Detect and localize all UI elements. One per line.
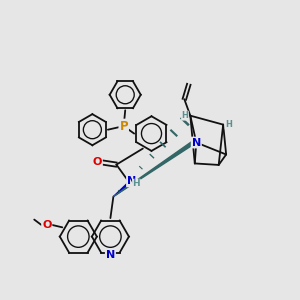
Polygon shape	[113, 182, 131, 196]
Polygon shape	[113, 138, 199, 196]
Text: P: P	[119, 120, 128, 133]
Text: O: O	[93, 157, 102, 167]
Text: N: N	[106, 250, 115, 260]
Text: N: N	[192, 137, 201, 148]
Text: H: H	[182, 111, 188, 120]
Text: H: H	[225, 120, 232, 129]
Text: O: O	[42, 220, 52, 230]
Text: H: H	[133, 179, 140, 188]
Text: N: N	[127, 176, 136, 186]
